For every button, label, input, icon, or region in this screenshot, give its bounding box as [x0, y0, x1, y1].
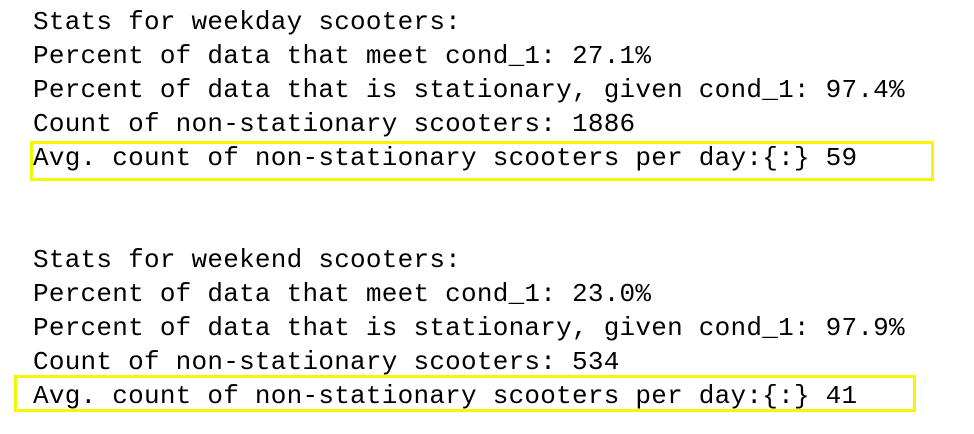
weekday-avg-count: Avg. count of non-stationary scooters pe…: [33, 143, 858, 173]
weekday-avg-highlight-box: [30, 141, 934, 181]
weekend-header: Stats for weekend scooters:: [33, 245, 462, 275]
weekend-avg-highlight-box: [14, 375, 916, 412]
weekend-avg-count: Avg. count of non-stationary scooters pe…: [33, 381, 858, 411]
weekday-percent-meet: Percent of data that meet cond_1: 27.1%: [33, 41, 652, 71]
weekday-count-non-stationary: Count of non-stationary scooters: 1886: [33, 109, 636, 139]
weekend-percent-meet: Percent of data that meet cond_1: 23.0%: [33, 279, 652, 309]
weekday-percent-stationary: Percent of data that is stationary, give…: [33, 75, 905, 105]
weekend-percent-stationary: Percent of data that is stationary, give…: [33, 313, 905, 343]
weekend-count-non-stationary: Count of non-stationary scooters: 534: [33, 347, 620, 377]
weekday-header: Stats for weekday scooters:: [33, 7, 462, 37]
